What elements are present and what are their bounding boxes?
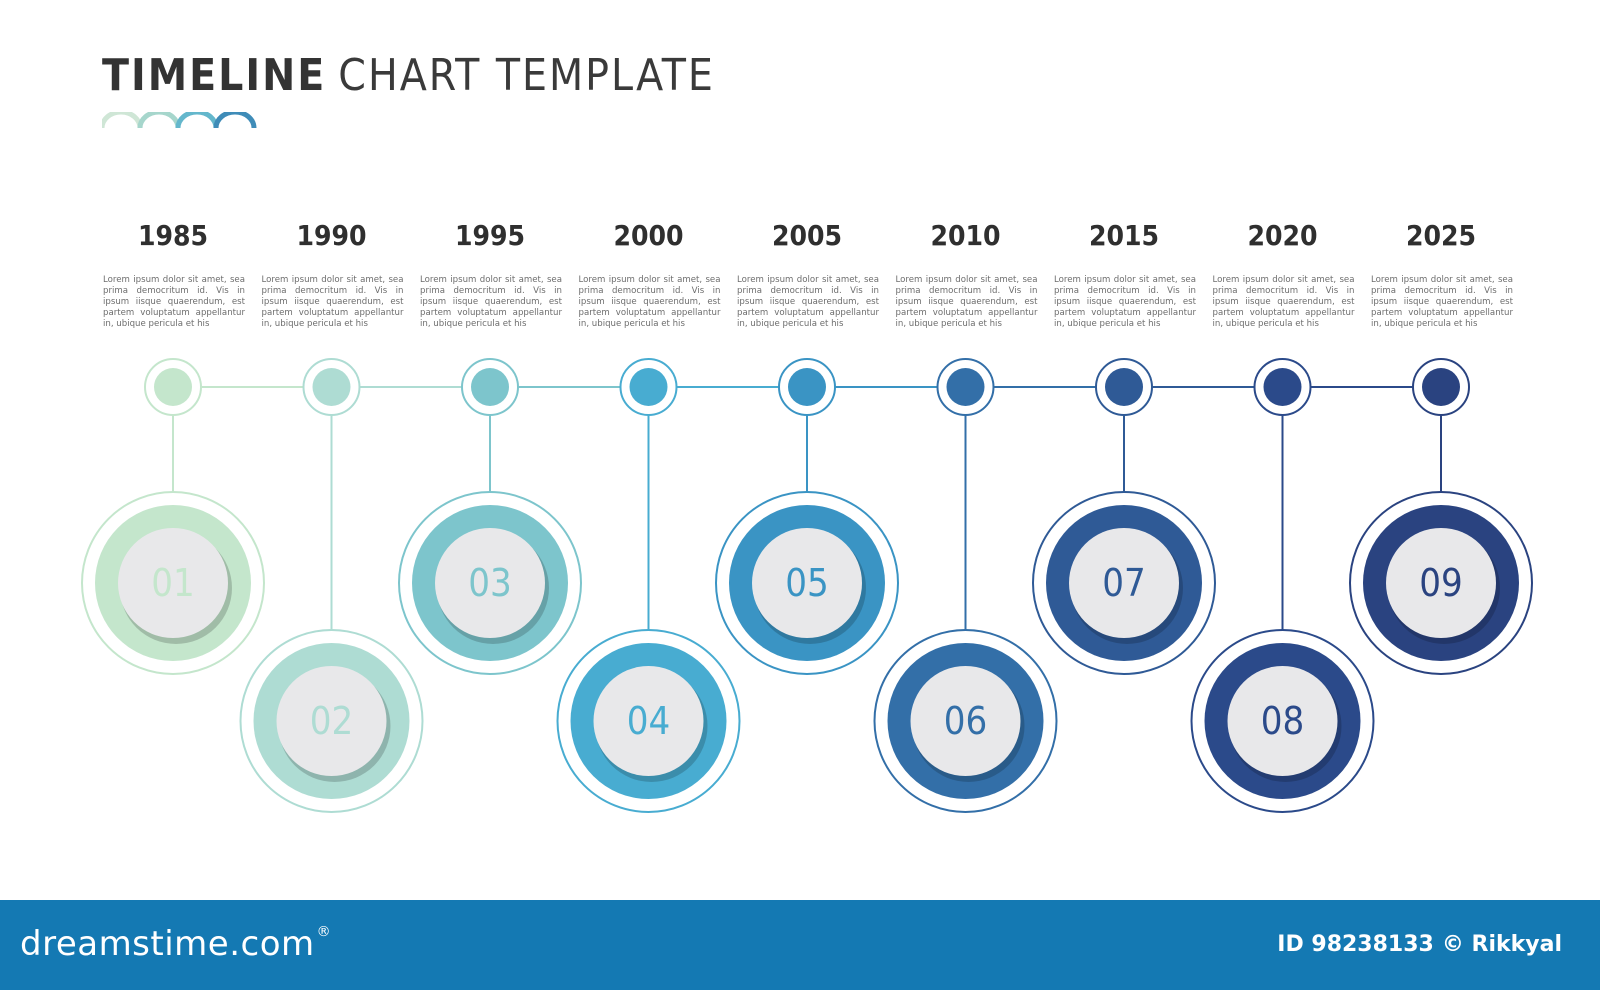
node-dot — [629, 368, 668, 406]
step-number: 05 — [785, 561, 829, 605]
step-number: 08 — [1261, 699, 1305, 743]
title-light: CHART TEMPLATE — [338, 50, 715, 101]
year-label: 1995 — [454, 219, 526, 252]
year-description: Lorem ipsum dolor sit amet, sea prima de… — [1212, 275, 1355, 329]
step-number: 07 — [1102, 561, 1146, 605]
disc-center — [752, 528, 862, 638]
disc-center — [593, 666, 704, 776]
year-label: 1990 — [296, 219, 367, 252]
year-label: 2005 — [771, 219, 843, 252]
node-dot — [946, 368, 985, 406]
page-title: TIMELINE CHART TEMPLATE — [102, 54, 715, 98]
step-number: 06 — [944, 699, 988, 743]
title-bold: TIMELINE — [102, 50, 327, 101]
node-dot — [154, 368, 192, 406]
node-dot — [1105, 368, 1143, 406]
title-wave-decoration — [102, 112, 257, 129]
step-number: 03 — [468, 561, 512, 605]
year-label: 2020 — [1247, 219, 1318, 252]
footer-credit: ID 98238133 © Rikkyal — [1277, 932, 1570, 957]
year-description: Lorem ipsum dolor sit amet, sea prima de… — [420, 275, 562, 329]
disc-center — [1386, 528, 1496, 638]
year-description: Lorem ipsum dolor sit amet, sea prima de… — [895, 275, 1038, 329]
disc-center — [1227, 666, 1338, 776]
year-label: 2010 — [930, 219, 1001, 252]
footer-logo: dreamstime.com ® — [20, 924, 332, 964]
year-label: 2015 — [1088, 219, 1160, 252]
year-description: Lorem ipsum dolor sit amet, sea prima de… — [103, 275, 245, 329]
node-dot — [471, 368, 509, 406]
step-number: 01 — [151, 561, 195, 605]
author-credit: © Rikkyal — [1441, 932, 1562, 957]
node-dot — [788, 368, 826, 406]
year-description: Lorem ipsum dolor sit amet, sea prima de… — [261, 275, 404, 329]
node-dot — [1263, 368, 1302, 406]
wave-segment — [137, 112, 181, 129]
disc-center — [435, 528, 545, 638]
disc-center — [910, 666, 1021, 776]
step-number: 04 — [627, 699, 671, 743]
node-dot — [312, 368, 351, 406]
year-description: Lorem ipsum dolor sit amet, sea prima de… — [737, 275, 879, 329]
footer-bar: dreamstime.com ® ID 98238133 © Rikkyal — [0, 900, 1600, 990]
wave-segment — [102, 112, 143, 129]
step-number: 09 — [1419, 561, 1463, 605]
step-number: 02 — [310, 699, 354, 743]
image-id: ID 98238133 — [1277, 932, 1434, 957]
year-description: Lorem ipsum dolor sit amet, sea prima de… — [1371, 275, 1513, 329]
wave-segment — [175, 112, 219, 129]
disc-center — [118, 528, 228, 638]
year-label: 1985 — [137, 219, 209, 252]
year-description: Lorem ipsum dolor sit amet, sea prima de… — [578, 275, 721, 329]
year-description: Lorem ipsum dolor sit amet, sea prima de… — [1054, 275, 1196, 329]
wave-segment — [213, 112, 257, 129]
node-dot — [1422, 368, 1460, 406]
disc-center — [1069, 528, 1179, 638]
timeline-diagram: 01 02 03 04 05 06 07 08 09 — [81, 358, 1533, 813]
year-label: 2000 — [613, 219, 684, 252]
disc-center — [276, 666, 387, 776]
year-label: 2025 — [1405, 219, 1477, 252]
